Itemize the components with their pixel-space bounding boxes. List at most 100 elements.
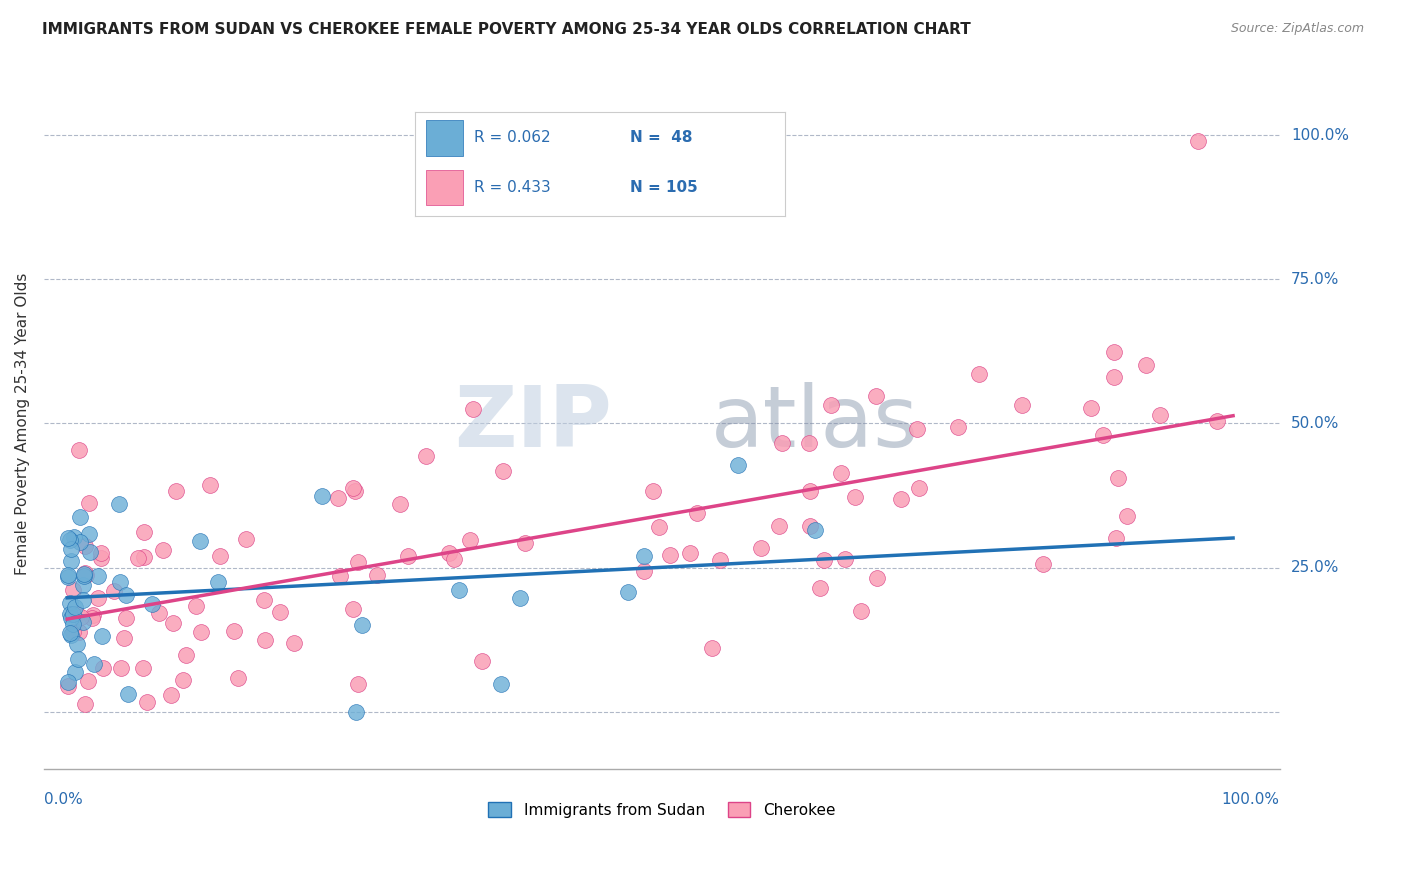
- Immigrants from Sudan: [344, 705, 367, 719]
- Cherokee: [648, 520, 671, 534]
- Cherokee: [458, 533, 481, 548]
- Cherokee: [808, 582, 831, 596]
- Cherokee: [75, 568, 97, 582]
- Cherokee: [366, 567, 388, 582]
- Cherokee: [709, 553, 731, 567]
- Immigrants from Sudan: [447, 582, 470, 597]
- Cherokee: [415, 449, 437, 463]
- Cherokee: [148, 606, 170, 620]
- Text: 75.0%: 75.0%: [1291, 272, 1339, 286]
- Cherokee: [184, 599, 207, 613]
- Cherokee: [152, 543, 174, 558]
- Immigrants from Sudan: [59, 626, 82, 640]
- Immigrants from Sudan: [803, 523, 825, 537]
- Cherokee: [437, 546, 460, 560]
- Text: 0.0%: 0.0%: [44, 792, 83, 807]
- Immigrants from Sudan: [56, 569, 79, 583]
- Cherokee: [797, 436, 820, 450]
- Cherokee: [90, 550, 112, 565]
- Cherokee: [866, 570, 889, 584]
- Immigrants from Sudan: [509, 591, 531, 605]
- Immigrants from Sudan: [62, 607, 84, 621]
- Cherokee: [172, 673, 194, 687]
- Cherokee: [326, 491, 349, 505]
- Immigrants from Sudan: [59, 554, 82, 568]
- Cherokee: [1116, 508, 1139, 523]
- Cherokee: [686, 506, 709, 520]
- Immigrants from Sudan: [59, 533, 82, 547]
- Cherokee: [461, 401, 484, 416]
- Immigrants from Sudan: [73, 569, 96, 583]
- Immigrants from Sudan: [59, 607, 82, 621]
- Immigrants from Sudan: [72, 578, 94, 592]
- Cherokee: [679, 546, 702, 560]
- Cherokee: [820, 398, 842, 412]
- Immigrants from Sudan: [77, 527, 100, 541]
- Text: IMMIGRANTS FROM SUDAN VS CHEROKEE FEMALE POVERTY AMONG 25-34 YEAR OLDS CORRELATI: IMMIGRANTS FROM SUDAN VS CHEROKEE FEMALE…: [42, 22, 972, 37]
- Cherokee: [1080, 401, 1102, 416]
- Text: 100.0%: 100.0%: [1291, 128, 1348, 143]
- Cherokee: [389, 497, 412, 511]
- Cherokee: [135, 695, 157, 709]
- Immigrants from Sudan: [60, 542, 83, 557]
- Cherokee: [849, 604, 872, 618]
- Immigrants from Sudan: [59, 628, 82, 642]
- Cherokee: [1091, 428, 1114, 442]
- Cherokee: [515, 536, 537, 550]
- Cherokee: [87, 591, 110, 605]
- Legend: Immigrants from Sudan, Cherokee: Immigrants from Sudan, Cherokee: [482, 796, 841, 824]
- Cherokee: [82, 611, 104, 625]
- Immigrants from Sudan: [69, 510, 91, 524]
- Cherokee: [1205, 414, 1227, 428]
- Immigrants from Sudan: [63, 599, 86, 614]
- Cherokee: [56, 679, 79, 693]
- Immigrants from Sudan: [83, 657, 105, 671]
- Cherokee: [830, 466, 852, 480]
- Immigrants from Sudan: [115, 588, 138, 602]
- Cherokee: [658, 548, 681, 562]
- Cherokee: [253, 593, 276, 607]
- Immigrants from Sudan: [72, 567, 94, 582]
- Cherokee: [67, 442, 90, 457]
- Cherokee: [770, 436, 793, 450]
- Cherokee: [344, 484, 367, 499]
- Cherokee: [235, 532, 257, 546]
- Immigrants from Sudan: [350, 618, 373, 632]
- Cherokee: [134, 525, 156, 540]
- Text: atlas: atlas: [711, 382, 920, 465]
- Cherokee: [165, 483, 187, 498]
- Cherokee: [844, 490, 866, 504]
- Immigrants from Sudan: [489, 677, 512, 691]
- Cherokee: [799, 519, 821, 533]
- Immigrants from Sudan: [91, 629, 114, 643]
- Immigrants from Sudan: [62, 529, 84, 543]
- Cherokee: [190, 625, 212, 640]
- Cherokee: [799, 484, 821, 499]
- Cherokee: [1105, 531, 1128, 545]
- Cherokee: [396, 549, 419, 563]
- Immigrants from Sudan: [108, 574, 131, 589]
- Cherokee: [269, 605, 291, 619]
- Cherokee: [1104, 344, 1126, 359]
- Cherokee: [967, 367, 990, 381]
- Cherokee: [67, 625, 90, 640]
- Immigrants from Sudan: [79, 545, 101, 559]
- Immigrants from Sudan: [65, 665, 87, 680]
- Immigrants from Sudan: [66, 652, 89, 666]
- Cherokee: [66, 607, 89, 622]
- Cherokee: [77, 673, 100, 688]
- Cherokee: [198, 478, 221, 492]
- Cherokee: [93, 661, 115, 675]
- Cherokee: [905, 422, 928, 436]
- Immigrants from Sudan: [59, 596, 82, 610]
- Immigrants from Sudan: [56, 532, 79, 546]
- Immigrants from Sudan: [66, 637, 89, 651]
- Cherokee: [209, 549, 232, 563]
- Immigrants from Sudan: [141, 597, 163, 611]
- Cherokee: [1149, 408, 1171, 422]
- Cherokee: [1187, 134, 1209, 148]
- Cherokee: [865, 389, 887, 403]
- Immigrants from Sudan: [72, 592, 94, 607]
- Cherokee: [160, 689, 183, 703]
- Cherokee: [132, 661, 155, 675]
